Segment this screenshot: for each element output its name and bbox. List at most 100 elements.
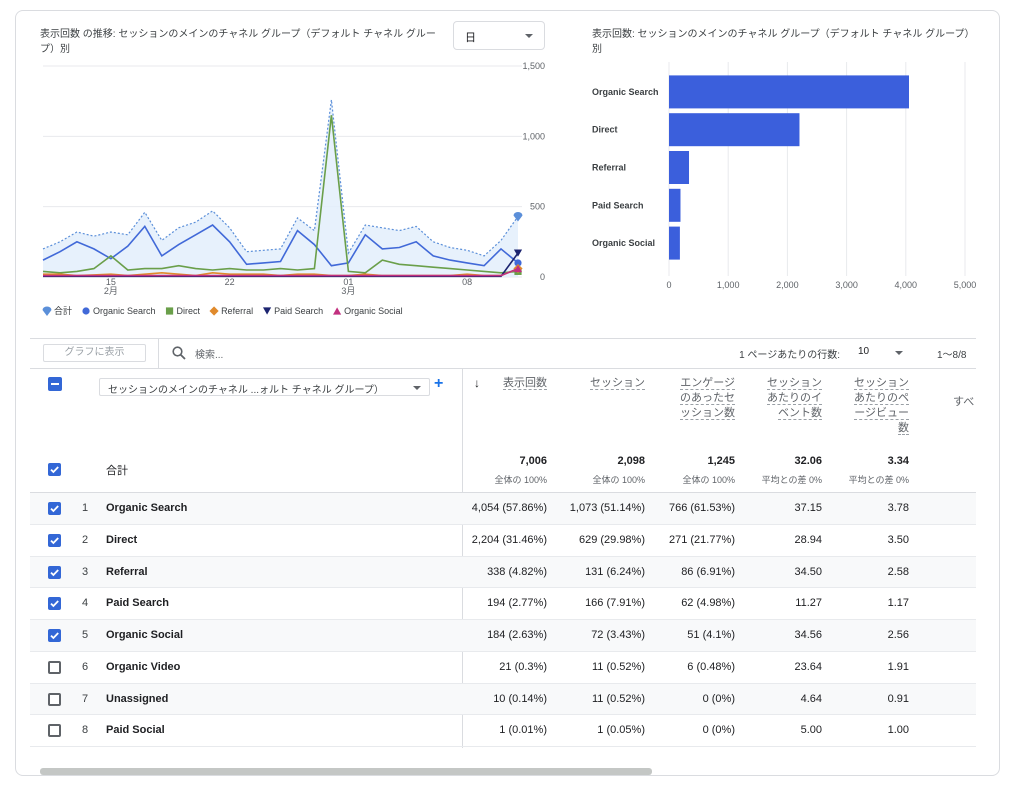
granularity-value: 日 <box>465 29 476 45</box>
row-checkbox[interactable] <box>48 566 61 579</box>
row-index: 5 <box>82 620 88 651</box>
row-checkbox[interactable] <box>48 693 61 706</box>
row-checkbox[interactable] <box>48 629 61 642</box>
series-line <box>43 100 518 256</box>
row-cell: 1 (0.01%) <box>447 715 547 746</box>
column-header-text: 表示回数 <box>503 377 547 390</box>
column-header[interactable]: ↓表示回数 <box>490 376 547 391</box>
row-name: Referral <box>106 557 148 588</box>
column-header[interactable]: セッションあたりのページビュー数 <box>852 376 909 436</box>
category-label: Referral <box>592 163 626 173</box>
legend-marker <box>43 307 52 316</box>
select-all-checkbox[interactable] <box>48 377 62 391</box>
row-index: 2 <box>82 525 88 556</box>
row-checkbox[interactable] <box>48 534 61 547</box>
row-checkbox[interactable] <box>48 502 61 515</box>
row-checkbox[interactable] <box>48 661 61 674</box>
x-tick-label: 1,000 <box>717 280 740 290</box>
check-mark <box>48 463 61 476</box>
category-label: Organic Search <box>592 87 659 97</box>
search-input[interactable]: 検索... <box>195 346 223 361</box>
check-mark <box>48 534 61 547</box>
y-tick-label: 1,000 <box>522 131 545 141</box>
totals-note: 全体の 100% <box>545 473 645 486</box>
check-mark <box>48 566 61 579</box>
bar-chart-title: 表示回数: セッションのメインのチャネル グループ（デフォルト チャネル グルー… <box>592 27 977 57</box>
row-cell: 11 (0.52%) <box>545 652 645 683</box>
row-name: Organic Video <box>106 652 180 683</box>
row-index: 3 <box>82 557 88 588</box>
rows-per-page-caret[interactable] <box>895 351 903 355</box>
totals-note: 平均との差 0% <box>722 473 822 486</box>
x-tick-label: 4,000 <box>895 280 918 290</box>
totals-note: 全体の 100% <box>447 473 547 486</box>
legend-marker <box>263 307 271 314</box>
totals-value: 1,245 <box>635 455 735 467</box>
row-cell: 338 (4.82%) <box>447 557 547 588</box>
row-cell: 2.58 <box>809 557 909 588</box>
pagination: 1～8/8 <box>937 346 966 361</box>
row-checkbox[interactable] <box>48 724 61 737</box>
row-cell: 86 (6.91%) <box>635 557 735 588</box>
line-chart-title: 表示回数 の推移: セッションのメインのチャネル グループ（デフォルト チャネル… <box>40 27 445 57</box>
column-header[interactable]: すべ <box>953 393 974 409</box>
dropdown-caret <box>525 34 533 38</box>
legend-label: Paid Search <box>274 306 323 316</box>
row-cell: 2.56 <box>809 620 909 651</box>
x-tick-label: 5,000 <box>954 280 977 290</box>
row-cell: 194 (2.77%) <box>447 588 547 619</box>
row-cell: 184 (2.63%) <box>447 620 547 651</box>
row-cell: 0 (0%) <box>635 715 735 746</box>
column-header[interactable]: エンゲージのあったセッション数 <box>678 376 735 421</box>
row-name: Organic Search <box>106 493 187 524</box>
totals-value: 3.34 <box>809 455 909 467</box>
y-tick-label: 0 <box>540 272 545 282</box>
column-header[interactable]: セッションあたりのイベント数 <box>765 376 822 421</box>
column-header-text: セッション <box>590 377 645 390</box>
column-header[interactable]: セッション <box>588 376 645 391</box>
column-header-text: セッションあたりのページビュー数 <box>854 377 909 435</box>
rows-per-page-value[interactable]: 10 <box>858 346 869 357</box>
row-cell: 28.94 <box>722 525 822 556</box>
row-cell: 4.64 <box>722 684 822 715</box>
granularity-dropdown[interactable]: 日 <box>453 21 545 50</box>
totals-value: 7,006 <box>447 455 547 467</box>
legend-label: Organic Search <box>93 306 156 316</box>
row-cell: 131 (6.24%) <box>545 557 645 588</box>
dimension-dropdown[interactable]: セッションのメインのチャネル ...ォルト チャネル グループ） <box>99 378 430 396</box>
row-checkbox[interactable] <box>48 463 61 476</box>
toolbar-separator <box>158 338 159 368</box>
dimension-caret <box>413 386 421 390</box>
legend-label: Direct <box>177 306 201 316</box>
legend-marker <box>333 307 341 314</box>
legend-label: Organic Social <box>344 306 403 316</box>
row-cell: 1.00 <box>809 715 909 746</box>
data-table: グラフに表示 検索... 1 ページあたりの行数: 10 1～8/8 セッション… <box>30 338 976 768</box>
horizontal-scrollbar[interactable] <box>40 768 652 775</box>
row-cell: 6 (0.48%) <box>635 652 735 683</box>
totals-note: 平均との差 0% <box>809 473 909 486</box>
row-index: 1 <box>82 493 88 524</box>
category-label: Organic Social <box>592 238 655 248</box>
row-index: 7 <box>82 684 88 715</box>
row-checkbox[interactable] <box>48 597 61 610</box>
add-dimension-button[interactable]: + <box>434 375 443 393</box>
show-in-chart-button[interactable]: グラフに表示 <box>43 344 146 362</box>
x-tick-label: 22 <box>225 277 235 287</box>
x-tick-label: 0 <box>666 280 671 290</box>
row-cell: 3.78 <box>809 493 909 524</box>
legend-marker <box>82 307 89 314</box>
row-name: Direct <box>106 525 137 556</box>
sort-arrow: ↓ <box>474 376 480 391</box>
bar <box>669 151 689 184</box>
row-cell: 1.91 <box>809 652 909 683</box>
row-cell: 3.50 <box>809 525 909 556</box>
row-cell: 271 (21.77%) <box>635 525 735 556</box>
row-cell: 37.15 <box>722 493 822 524</box>
category-label: Direct <box>592 125 618 135</box>
search-icon[interactable] <box>172 346 186 360</box>
row-cell: 34.50 <box>722 557 822 588</box>
category-label: Paid Search <box>592 200 644 210</box>
row-cell: 11.27 <box>722 588 822 619</box>
row-cell: 766 (61.53%) <box>635 493 735 524</box>
